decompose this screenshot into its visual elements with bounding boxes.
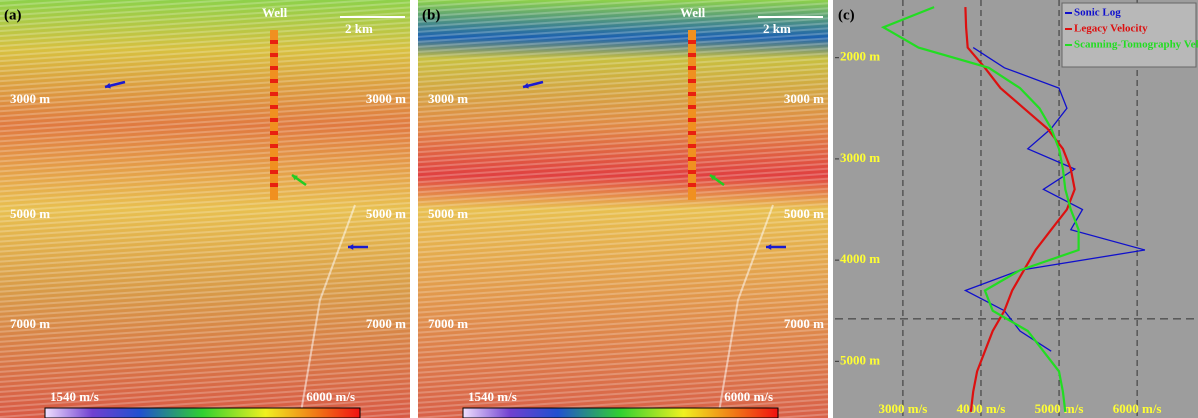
well-log-band [688,144,696,148]
x-tick-label: 6000 m/s [1113,401,1162,416]
well-log-band [688,118,696,122]
y-tick-label: 4000 m [840,251,880,266]
well-log-band [688,170,696,174]
x-tick-label: 3000 m/s [879,401,928,416]
well-log-band [688,105,696,109]
legend-label: Scanning-Tomography Velocity [1074,39,1198,51]
well-log-band [270,79,278,83]
colorbar [463,408,778,418]
colorbar [45,408,360,418]
well-log-band [270,105,278,109]
well-log-band [688,183,696,187]
well-log-band [270,92,278,96]
depth-label: 5000 m [784,206,824,221]
reflectors [418,0,828,418]
depth-label: 5000 m [366,206,406,221]
well-label: Well [680,5,706,20]
seismic-panels: (a) Well 2 km 3000 m 3000 m 5000 m 5000 m 7000 … [0,0,828,418]
x-tick-label: 4000 m/s [957,401,1006,416]
colorbar-max: 6000 m/s [306,389,355,404]
well-log-band [270,157,278,161]
y-tick-label: 5000 m [840,352,880,367]
well-log-band [270,66,278,70]
well-log-band [688,53,696,57]
legend-label: Legacy Velocity [1074,23,1148,35]
velocity-chart: 3000 m/s 4000 m/s 5000 m/s 6000 m/s 2000 m 30… [833,0,1198,418]
figure: (a) Well 2 km 3000 m 3000 m 5000 m 5000 m 7000 … [0,0,1198,418]
well-log-band [270,131,278,135]
well-log-band [688,79,696,83]
well-log-band [688,157,696,161]
scale-label: 2 km [763,21,791,36]
legend-label: Sonic Log [1074,7,1121,19]
colorbar-min: 1540 m/s [468,389,517,404]
well-log-band [688,131,696,135]
well-log-band [688,66,696,70]
depth-label: 3000 m [10,91,50,106]
x-tick-label: 5000 m/s [1035,401,1084,416]
well-log-band [688,92,696,96]
scale-label: 2 km [345,21,373,36]
depth-label: 7000 m [428,316,468,331]
depth-label: 5000 m [10,206,50,221]
panel-label: (b) [422,7,440,23]
colorbar-max: 6000 m/s [724,389,773,404]
depth-label: 7000 m [366,316,406,331]
well-log-band [270,40,278,44]
panel-label: (c) [838,7,855,23]
y-tick-label: 3000 m [840,150,880,165]
well-log-band [270,53,278,57]
well-log-band [270,144,278,148]
depth-label: 7000 m [784,316,824,331]
well-log-band [688,40,696,44]
well-log-band [270,118,278,122]
well-log-band [270,183,278,187]
well-log-band [270,170,278,174]
panel-label: (a) [4,7,22,23]
depth-label: 3000 m [366,91,406,106]
depth-label: 5000 m [428,206,468,221]
reflectors [0,0,410,418]
well-label: Well [262,5,288,20]
depth-label: 3000 m [784,91,824,106]
depth-label: 7000 m [10,316,50,331]
colorbar-min: 1540 m/s [50,389,99,404]
depth-label: 3000 m [428,91,468,106]
y-tick-label: 2000 m [840,49,880,64]
